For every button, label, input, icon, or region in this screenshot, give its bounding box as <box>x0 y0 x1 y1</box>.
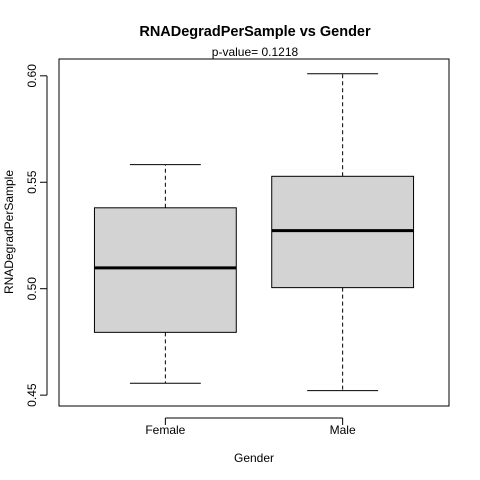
x-axis-label: Gender <box>234 451 274 465</box>
plot-frame <box>58 58 450 407</box>
y-tick-label: 0.50 <box>25 277 39 301</box>
x-tick-label-female: Female <box>145 423 185 437</box>
chart-title: RNADegradPerSample vs Gender <box>139 24 371 40</box>
chart-subtitle: p-value= 0.1218 <box>212 45 299 59</box>
iqr-box <box>93 207 237 333</box>
y-axis: 0.45 0.50 0.55 0.60 <box>25 64 48 407</box>
boxes-group <box>93 73 415 392</box>
y-tick-label: 0.55 <box>25 170 39 194</box>
box-male <box>271 73 415 392</box>
x-axis: Female Male <box>145 417 356 437</box>
box-female <box>93 164 237 384</box>
y-tick-label: 0.60 <box>25 64 39 88</box>
y-tick-label: 0.45 <box>25 383 39 407</box>
x-tick-label-male: Male <box>330 423 356 437</box>
y-axis-label: RNADegradPerSample <box>2 170 16 294</box>
